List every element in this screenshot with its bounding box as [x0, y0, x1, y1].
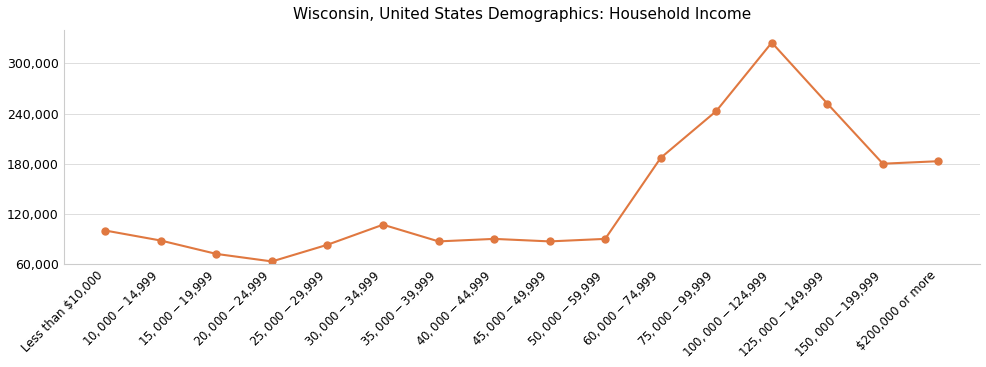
Title: Wisconsin, United States Demographics: Household Income: Wisconsin, United States Demographics: H…: [293, 7, 750, 22]
